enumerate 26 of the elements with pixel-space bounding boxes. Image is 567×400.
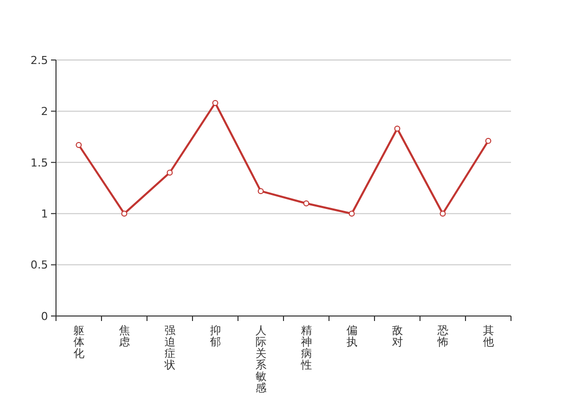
x-tick-label: 焦虑	[118, 324, 130, 348]
point	[440, 210, 446, 217]
x-tick-label: 恐怖	[436, 324, 448, 348]
point	[348, 210, 355, 217]
point	[166, 170, 173, 176]
y-tick-label: 1	[41, 207, 48, 220]
x-tick-label: 其他	[482, 324, 494, 348]
y-tick-label: 0.5	[30, 258, 48, 272]
x-tick-label: 躯体化	[73, 324, 84, 360]
y-tick-label: 0	[41, 310, 48, 323]
x-tick-label: 抑郁	[210, 324, 221, 348]
x-tick-label: 强迫症状	[163, 324, 176, 372]
y-tick-label: 2.5	[30, 54, 48, 67]
point	[303, 200, 310, 206]
point	[212, 100, 218, 106]
x-tick-label: 精神病性	[300, 324, 312, 372]
y-tick-label: 2	[41, 105, 48, 118]
y-tick-label: 1.5	[30, 156, 48, 170]
point	[76, 142, 82, 148]
x-tick-label: 人际关系敏感	[255, 324, 266, 395]
x-tick-label: 偏执	[346, 324, 358, 348]
x-tick-label: 敌对	[392, 324, 403, 348]
point	[485, 138, 492, 144]
point	[394, 126, 400, 132]
point	[258, 188, 264, 194]
point	[121, 210, 128, 217]
